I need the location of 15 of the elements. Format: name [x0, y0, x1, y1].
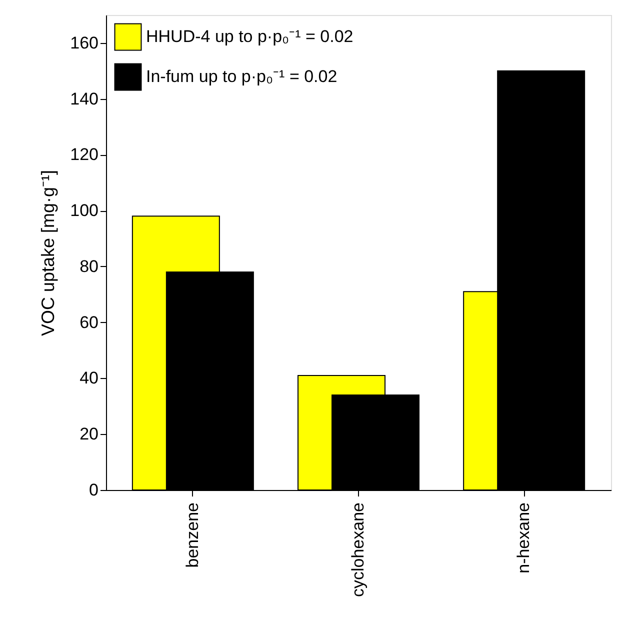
y-tick-label: 160	[70, 33, 98, 52]
y-tick-label: 140	[70, 89, 98, 108]
y-tick-label: 40	[80, 368, 98, 388]
x-tick-label: benzene	[182, 502, 202, 568]
y-axis-title: VOC uptake [mg·g⁻¹]	[38, 170, 58, 336]
y-tick-label: 100	[70, 201, 98, 220]
y-tick-label: 20	[80, 424, 98, 444]
legend-label: HHUD-4 up to p·p₀⁻¹ = 0.02	[146, 27, 354, 46]
legend-label: In-fum up to p·p₀⁻¹ = 0.02	[146, 67, 338, 86]
x-tick-label: n-hexane	[514, 502, 534, 574]
x-tick-label: cyclohexane	[348, 502, 368, 598]
y-tick-label: 80	[80, 256, 98, 276]
y-tick-label: 0	[89, 480, 98, 500]
y-tick-label: 60	[80, 312, 98, 332]
y-tick-label: 120	[70, 145, 98, 164]
